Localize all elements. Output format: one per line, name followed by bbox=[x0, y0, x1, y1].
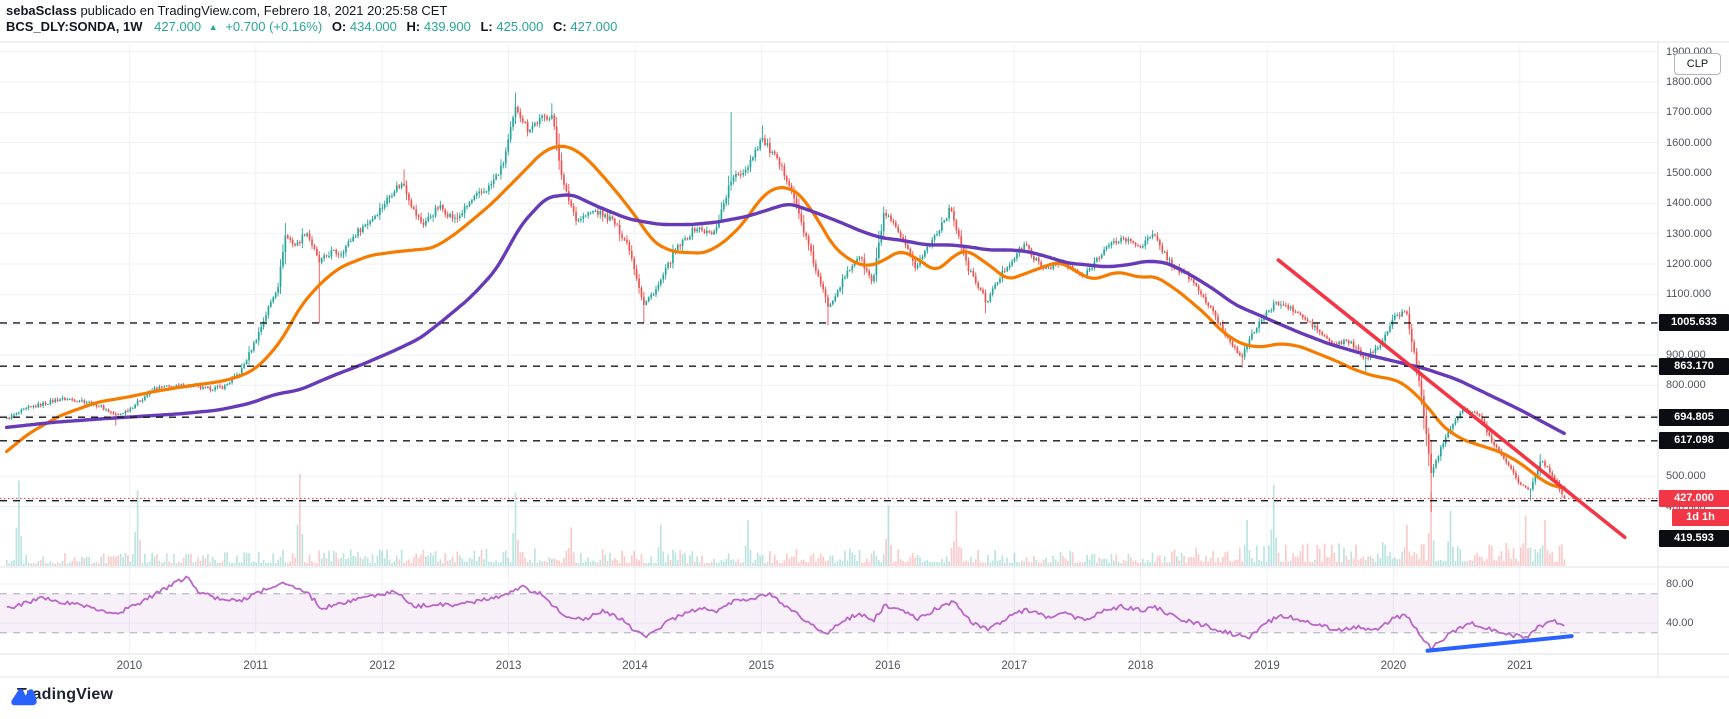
price-tick-label: 1300.000 bbox=[1666, 227, 1712, 240]
year-tick-label: 2017 bbox=[1001, 660, 1027, 672]
low-label: L: bbox=[480, 19, 493, 34]
tradingview-logo[interactable]: TradingView bbox=[10, 686, 114, 706]
price-tick-label: 1600.000 bbox=[1666, 136, 1712, 149]
year-tick-label: 2020 bbox=[1380, 660, 1407, 672]
price-change: +0.700 (+0.16%) bbox=[225, 19, 323, 34]
open-label: O: bbox=[331, 19, 347, 34]
year-tick-label: 2012 bbox=[369, 660, 395, 672]
year-tick-label: 2013 bbox=[495, 660, 522, 672]
price-tick-label: 800.000 bbox=[1666, 379, 1706, 392]
price-tick-label: 1700.000 bbox=[1666, 106, 1712, 119]
open-value: 434.000 bbox=[349, 19, 397, 34]
tradingview-logo-text: TradingView bbox=[17, 686, 114, 703]
low-value: 425.000 bbox=[496, 19, 544, 34]
close-value: 427.000 bbox=[570, 19, 618, 34]
symbol-status-line: BCS_DLY:SONDA, 1W 427.000 ▲ +0.700 (+0.1… bbox=[6, 19, 617, 34]
price-level-chip: 863.170 bbox=[1659, 357, 1729, 375]
publication-text: publicado en TradingView.com, Febrero 18… bbox=[76, 3, 448, 18]
price-level-chip: 617.098 bbox=[1659, 432, 1729, 450]
price-tick-label: 1400.000 bbox=[1666, 197, 1712, 210]
price-tick-label: 1500.000 bbox=[1666, 166, 1712, 179]
price-tick-label: 1200.000 bbox=[1666, 257, 1712, 270]
price-level-chip: 419.593 bbox=[1659, 529, 1729, 547]
bar-countdown-chip: 1d 1h bbox=[1672, 509, 1729, 526]
year-tick-label: 2016 bbox=[875, 660, 901, 672]
year-tick-label: 2018 bbox=[1127, 660, 1154, 672]
rsi-tick-label: 80.00 bbox=[1666, 578, 1694, 590]
high-value: 439.900 bbox=[423, 19, 471, 34]
year-tick-label: 2021 bbox=[1507, 660, 1533, 672]
year-tick-label: 2014 bbox=[622, 660, 648, 672]
price-tick-label: 500.000 bbox=[1666, 470, 1706, 483]
price-level-chip: 1005.633 bbox=[1659, 314, 1729, 332]
year-tick-label: 2019 bbox=[1254, 660, 1280, 672]
current-price-chip: 427.000 bbox=[1659, 489, 1729, 507]
rsi-tick-label: 40.00 bbox=[1666, 617, 1694, 629]
price-tick-label: 1800.000 bbox=[1666, 76, 1712, 88]
price-tick-label: 1100.000 bbox=[1666, 288, 1712, 301]
author-name: sebaSclass bbox=[6, 3, 77, 18]
last-price: 427.000 bbox=[154, 19, 202, 34]
year-tick-label: 2010 bbox=[116, 660, 143, 672]
currency-button[interactable]: CLP bbox=[1674, 53, 1721, 75]
up-arrow-icon: ▲ bbox=[208, 22, 218, 32]
publication-line: sebaSclass publicado en TradingView.com,… bbox=[6, 3, 447, 18]
price-level-chip: 694.805 bbox=[1659, 408, 1729, 426]
year-tick-label: 2011 bbox=[243, 660, 269, 672]
year-tick-label: 2015 bbox=[748, 660, 775, 672]
close-label: C: bbox=[553, 19, 567, 34]
symbol-name[interactable]: BCS_DLY:SONDA, 1W bbox=[6, 19, 143, 34]
high-label: H: bbox=[406, 19, 421, 34]
